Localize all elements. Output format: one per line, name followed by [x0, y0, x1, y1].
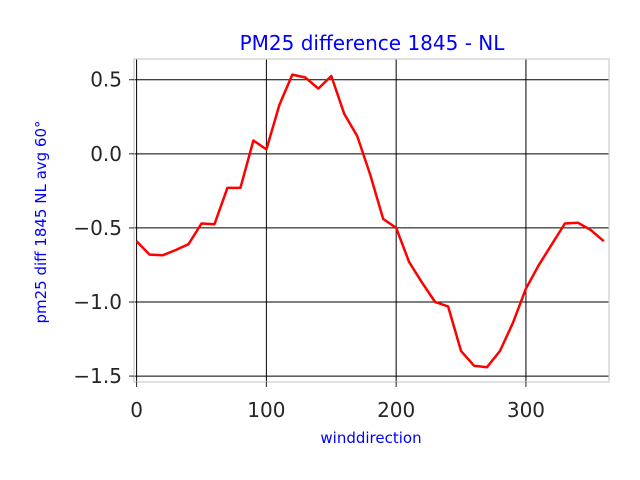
axis-ticks: 0 100 200 300 0.5 0.0 −0.5 −1.0 −1.5 — [73, 68, 545, 422]
x-axis-label: winddirection — [320, 429, 421, 447]
x-tick-label: 100 — [247, 398, 285, 422]
x-tick-label: 300 — [507, 398, 545, 422]
y-tick-label: −1.5 — [73, 364, 122, 388]
x-tick-label: 0 — [130, 398, 143, 422]
y-axis-label: pm25 diff 1845 NL avg 60° — [32, 120, 50, 323]
chart-title: PM25 difference 1845 - NL — [240, 31, 506, 55]
y-tick-label: −0.5 — [73, 216, 122, 240]
grid — [134, 59, 609, 382]
y-tick-label: −1.0 — [73, 290, 122, 314]
y-tick-label: 0.0 — [90, 142, 122, 166]
y-tick-label: 0.5 — [90, 68, 122, 92]
series-group — [135, 73, 605, 369]
x-tick-label: 200 — [377, 398, 415, 422]
series-line — [135, 73, 605, 369]
plot-frame — [133, 58, 610, 383]
